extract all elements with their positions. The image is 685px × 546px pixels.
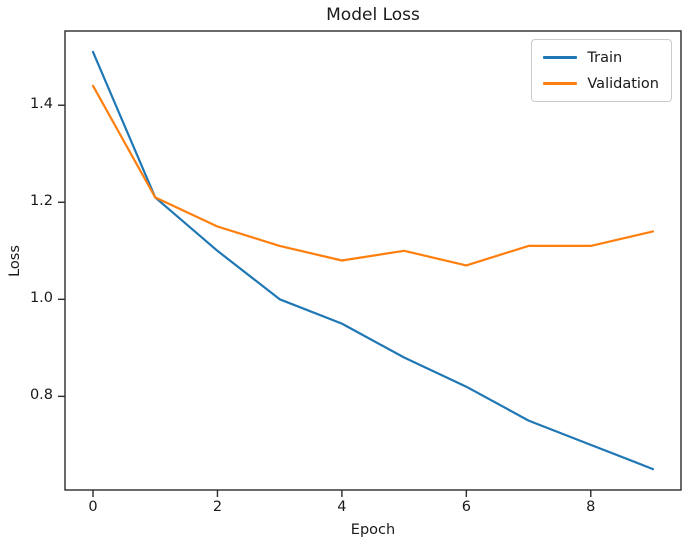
y-tick-label: 1.0 bbox=[29, 290, 53, 307]
legend: Train Validation bbox=[531, 39, 672, 102]
y-tick-label: 1.2 bbox=[29, 193, 53, 210]
y-tick-label: 1.4 bbox=[29, 96, 53, 113]
x-tick-label: 4 bbox=[337, 499, 347, 515]
axes-spines bbox=[64, 30, 682, 491]
legend-label-validation: Validation bbox=[587, 75, 659, 92]
train-line-swatch bbox=[543, 56, 578, 59]
legend-item-validation: Validation bbox=[543, 74, 659, 93]
chart-title: Model Loss bbox=[326, 5, 420, 25]
legend-label-train: Train bbox=[587, 49, 623, 66]
x-tick-label: 0 bbox=[88, 499, 98, 515]
validation-line-swatch bbox=[543, 82, 578, 85]
train-loss-line bbox=[91, 50, 655, 471]
x-tick-label: 2 bbox=[212, 499, 223, 515]
x-axis-label: Epoch bbox=[350, 522, 396, 538]
legend-item-train: Train bbox=[543, 48, 659, 67]
x-tick-label: 6 bbox=[461, 499, 471, 515]
y-tick-label: 0.8 bbox=[29, 387, 53, 404]
y-axis-label: Loss bbox=[7, 245, 23, 277]
x-tick-label: 8 bbox=[586, 499, 596, 515]
validation-loss-line bbox=[91, 84, 655, 267]
